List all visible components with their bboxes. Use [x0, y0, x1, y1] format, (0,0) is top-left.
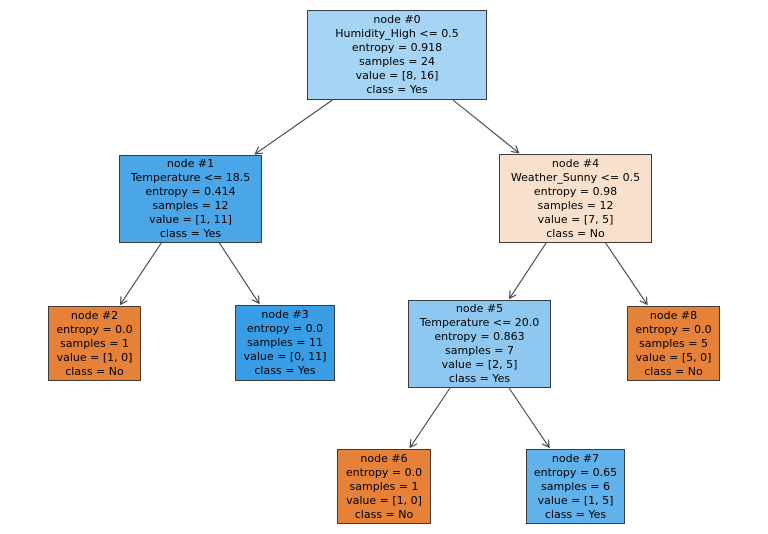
node-stat-line: class = Yes [366, 83, 428, 96]
tree-node-3: node #3 entropy = 0.0 samples = 11 value = … [235, 305, 335, 381]
tree-edge-0-1 [255, 99, 333, 154]
node-stat-line: value = [0, 11] [243, 350, 327, 363]
node-stat-line: samples = 1 [349, 479, 419, 493]
node-title: node #1 [166, 157, 215, 170]
node-title: node #0 [373, 13, 421, 26]
node-title: node #6 [360, 451, 408, 465]
tree-edge-5-7 [508, 387, 549, 447]
tree-edge-0-4 [452, 99, 519, 153]
tree-node-7: node #7 entropy = 0.65 samples = 6 value = … [526, 449, 625, 524]
node-stat-line: entropy = 0.918 [351, 41, 443, 54]
tree-edge-5-6 [410, 387, 451, 447]
node-stat-line: entropy = 0.863 [434, 330, 525, 343]
node-stat-line: class = Yes [159, 227, 222, 240]
node-stat-line: samples = 12 [152, 199, 229, 212]
tree-edge-1-3 [218, 242, 259, 303]
node-stat-line: samples = 6 [541, 479, 610, 493]
node-stat-line: entropy = 0.0 [635, 322, 712, 336]
node-stat-line: class = Yes [544, 507, 607, 521]
node-title: node #2 [70, 308, 119, 322]
node-stat-line: entropy = 0.0 [56, 322, 133, 336]
tree-node-1: node #1 Temperature <= 18.5 entropy = 0.41… [119, 155, 262, 243]
node-title: node #8 [649, 308, 698, 322]
node-stat-line: class = No [354, 507, 414, 521]
node-stat-line: class = No [65, 364, 124, 378]
node-title: node #3 [261, 308, 309, 321]
node-stat-line: entropy = 0.98 [533, 184, 618, 198]
node-title: node #4 [551, 156, 600, 170]
node-stat-line: samples = 11 [247, 336, 323, 349]
node-stat-line: samples = 5 [639, 336, 708, 350]
tree-edge-4-5 [510, 242, 547, 298]
node-stat-line: samples = 1 [60, 336, 129, 350]
node-stat-line: class = No [546, 226, 605, 240]
node-stat-line: value = [1, 0] [56, 350, 133, 364]
tree-node-8: node #8 entropy = 0.0 samples = 5 value = [… [627, 306, 720, 381]
node-stat-line: Humidity_High <= 0.5 [335, 27, 459, 40]
node-stat-line: entropy = 0.414 [145, 185, 236, 198]
tree-edge-4-8 [605, 242, 647, 304]
node-stat-line: value = [7, 5] [537, 212, 614, 226]
node-stat-line: entropy = 0.0 [345, 465, 423, 479]
node-title: node #5 [455, 302, 504, 315]
node-stat-line: value = [2, 5] [441, 358, 518, 371]
tree-node-2: node #2 entropy = 0.0 samples = 1 value = [… [48, 306, 141, 381]
node-stat-line: Weather_Sunny <= 0.5 [510, 170, 641, 184]
node-stat-line: entropy = 0.0 [246, 322, 324, 335]
tree-node-4: node #4 Weather_Sunny <= 0.5 entropy = 0.9… [499, 154, 652, 243]
node-stat-line: Temperature <= 18.5 [130, 171, 251, 184]
node-stat-line: value = [1, 0] [346, 493, 422, 507]
node-stat-line: value = [8, 16] [355, 69, 439, 82]
node-title: node #7 [551, 451, 600, 465]
node-stat-line: Temperature <= 20.0 [419, 316, 540, 329]
node-stat-line: samples = 24 [359, 55, 435, 68]
tree-node-5: node #5 Temperature <= 20.0 entropy = 0.86… [408, 300, 551, 388]
node-stat-line: class = Yes [448, 372, 511, 385]
node-stat-line: samples = 7 [445, 344, 514, 357]
tree-node-6: node #6 entropy = 0.0 samples = 1 value = [… [337, 449, 431, 524]
node-stat-line: value = [5, 0] [635, 350, 712, 364]
node-stat-line: value = [1, 11] [149, 213, 232, 226]
node-stat-line: class = Yes [254, 364, 316, 377]
tree-node-0: node #0 Humidity_High <= 0.5 entropy = 0.9… [307, 10, 487, 100]
node-stat-line: entropy = 0.65 [533, 465, 618, 479]
node-stat-line: value = [1, 5] [537, 493, 614, 507]
node-stat-line: class = No [644, 364, 703, 378]
tree-edge-1-2 [121, 242, 162, 304]
node-stat-line: samples = 12 [537, 198, 614, 212]
